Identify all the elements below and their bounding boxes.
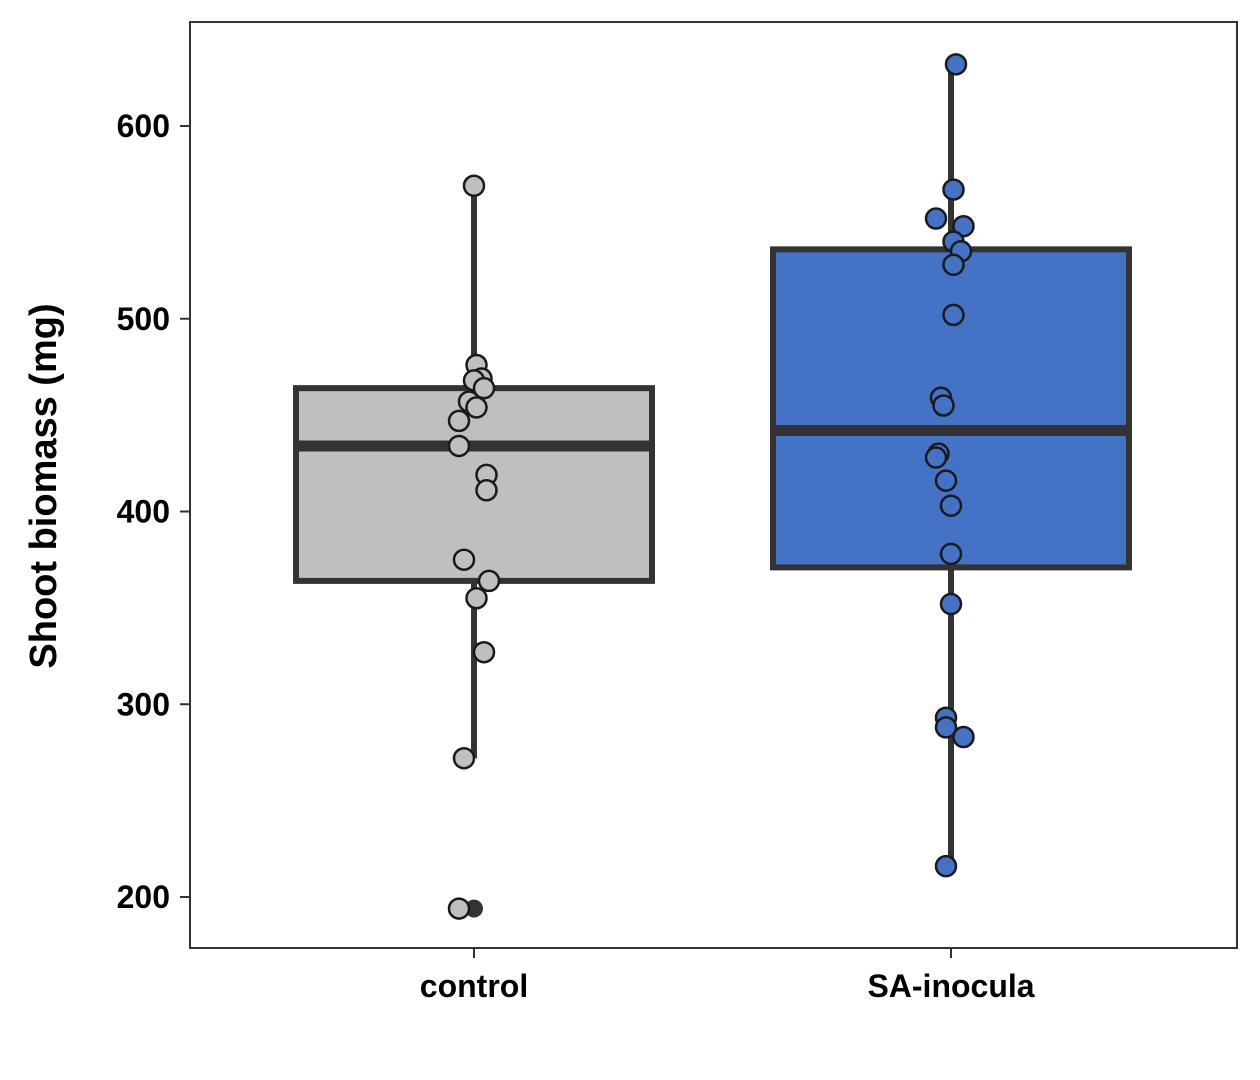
points-layer (447, 53, 975, 920)
data-point (939, 494, 963, 517)
data-point (934, 469, 958, 492)
x-tick-label: SA-inocula (867, 968, 1034, 1004)
data-point (465, 586, 488, 610)
data-point (944, 53, 968, 76)
data-point (465, 396, 488, 419)
y-tick-label: 300 (117, 686, 170, 722)
data-point (472, 376, 496, 400)
y-tick-label: 500 (117, 301, 170, 337)
data-point (952, 725, 975, 749)
x-tick-label: control (420, 968, 528, 1004)
data-point (452, 746, 476, 770)
data-point (942, 253, 965, 277)
x-axis: control SA-inocula (420, 948, 1035, 1004)
data-point (475, 479, 498, 502)
y-tick-label: 600 (117, 108, 170, 144)
y-tick-label: 400 (117, 494, 170, 530)
y-axis: 200 300 400 500 600 (117, 108, 190, 915)
data-point (924, 207, 948, 230)
data-point (934, 854, 958, 878)
data-point (477, 569, 501, 593)
data-point (939, 542, 963, 566)
data-point (447, 409, 471, 433)
y-tick-label: 200 (117, 879, 170, 915)
boxes-layer (293, 64, 1132, 918)
data-point (942, 178, 965, 201)
data-point (939, 592, 963, 616)
data-point (452, 548, 476, 571)
data-point (924, 446, 948, 469)
data-point (447, 434, 471, 458)
data-point (932, 394, 955, 417)
data-point (952, 214, 975, 238)
data-point (462, 174, 486, 198)
data-point (472, 640, 496, 664)
outlier-point (465, 899, 483, 918)
data-point (447, 897, 471, 920)
data-point (942, 303, 965, 327)
y-axis-title: Shoot biomass (mg) (23, 303, 65, 668)
data-point (934, 716, 958, 739)
